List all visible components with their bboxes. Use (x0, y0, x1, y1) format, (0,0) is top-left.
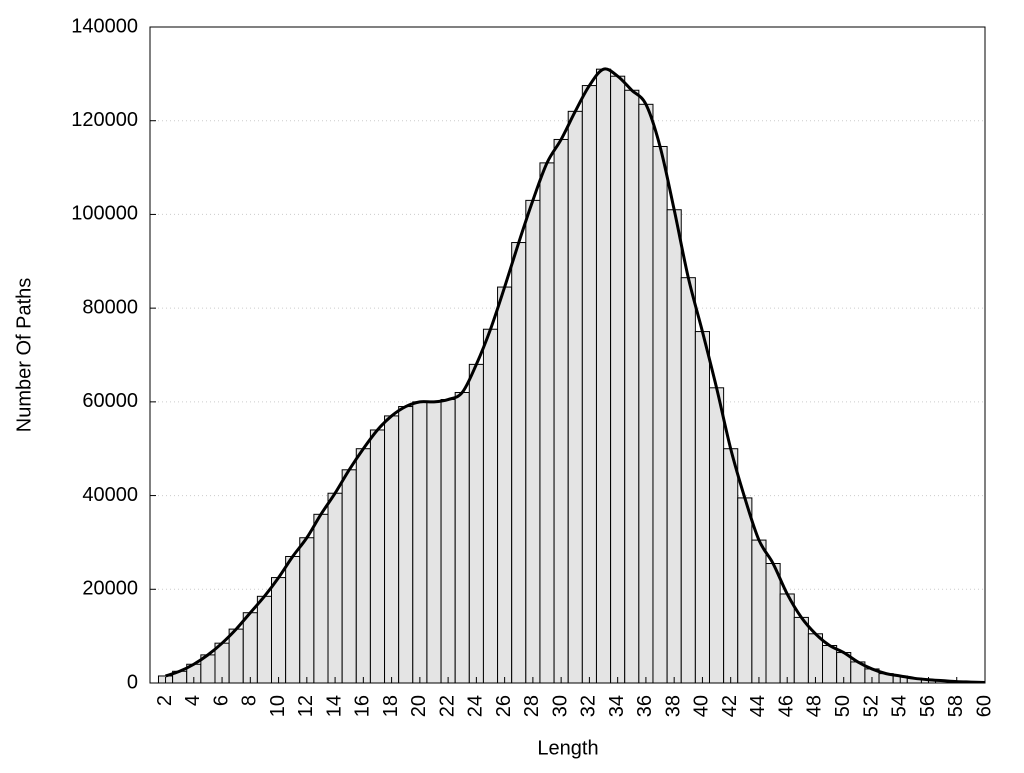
bar (681, 278, 695, 683)
bar (709, 388, 723, 683)
y-tick-label: 0 (127, 671, 138, 693)
x-tick-label: 18 (380, 695, 402, 717)
bar (328, 493, 342, 683)
x-tick-label: 50 (832, 695, 854, 717)
bar (582, 86, 596, 683)
x-tick-label: 56 (917, 695, 939, 717)
x-tick-label: 6 (210, 695, 232, 706)
x-tick-label: 12 (295, 695, 317, 717)
x-tick-label: 44 (747, 695, 769, 717)
y-tick-label: 80000 (82, 296, 138, 318)
bar (639, 104, 653, 683)
x-tick-label: 54 (889, 695, 911, 717)
x-tick-label: 16 (352, 695, 374, 717)
bar (342, 470, 356, 683)
bar (780, 594, 794, 683)
bar (356, 449, 370, 683)
bar (229, 629, 243, 683)
bar (512, 243, 526, 683)
bars (158, 69, 992, 683)
x-axis-label: Length (537, 737, 598, 759)
bar (272, 578, 286, 683)
bar (314, 514, 328, 683)
bar (808, 634, 822, 683)
bar (554, 139, 568, 683)
x-tick-label: 52 (860, 695, 882, 717)
x-tick-label: 36 (634, 695, 656, 717)
bar (483, 329, 497, 683)
bar (427, 402, 441, 683)
bar (540, 163, 554, 683)
y-tick-label: 60000 (82, 390, 138, 412)
x-tick-label: 60 (973, 695, 995, 717)
x-tick-label: 2 (154, 695, 176, 706)
x-tick-label: 48 (804, 695, 826, 717)
x-tick-label: 42 (719, 695, 741, 717)
x-tick-label: 4 (182, 695, 204, 706)
x-tick-label: 8 (239, 695, 261, 706)
bar (399, 407, 413, 683)
x-tick-label: 10 (267, 695, 289, 717)
y-tick-label: 100000 (71, 203, 138, 225)
bar (724, 449, 738, 683)
x-tick-label: 30 (549, 695, 571, 717)
bar (596, 69, 610, 683)
x-tick-label: 26 (493, 695, 515, 717)
bar (441, 400, 455, 683)
x-tick-label: 32 (578, 695, 600, 717)
bar (413, 402, 427, 683)
bar (752, 540, 766, 683)
x-tick-label: 58 (945, 695, 967, 717)
bar (526, 200, 540, 683)
x-tick-label: 20 (408, 695, 430, 717)
x-tick-label: 24 (465, 695, 487, 717)
x-tick-label: 22 (436, 695, 458, 717)
bar (738, 498, 752, 683)
y-tick-label: 40000 (82, 484, 138, 506)
bar (653, 146, 667, 683)
y-tick-label: 20000 (82, 578, 138, 600)
bar (243, 613, 257, 683)
x-tick-label: 28 (521, 695, 543, 717)
bar (257, 596, 271, 683)
bar (625, 90, 639, 683)
bar (469, 364, 483, 683)
y-tick-label: 140000 (71, 15, 138, 37)
bar (370, 430, 384, 683)
bar (300, 538, 314, 683)
x-tick-label: 40 (691, 695, 713, 717)
bar (568, 111, 582, 683)
x-tick-label: 34 (606, 695, 628, 717)
y-tick-label: 120000 (71, 109, 138, 131)
bar (766, 564, 780, 683)
bar (667, 210, 681, 683)
bar (286, 556, 300, 683)
bar (385, 416, 399, 683)
y-axis-label: Number Of Paths (13, 278, 35, 433)
bar (695, 332, 709, 683)
bar (823, 646, 837, 683)
bar (611, 76, 625, 683)
bar (794, 617, 808, 683)
x-tick-label: 46 (775, 695, 797, 717)
x-tick-label: 14 (323, 695, 345, 717)
bar (498, 287, 512, 683)
x-tick-label: 38 (662, 695, 684, 717)
bar (455, 392, 469, 683)
